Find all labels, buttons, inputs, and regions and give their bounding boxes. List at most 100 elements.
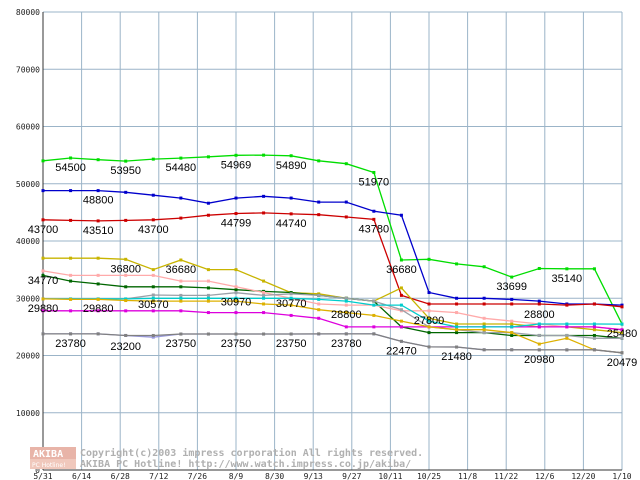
data-point <box>317 297 321 301</box>
y-tick-label: 60000 <box>16 123 40 132</box>
y-tick-label: 20000 <box>16 352 40 361</box>
data-point <box>317 213 321 217</box>
data-point <box>69 332 73 336</box>
data-point <box>565 267 569 271</box>
series-12 <box>41 332 624 355</box>
x-tick-label: 6/28 <box>111 472 130 480</box>
data-label: 23750 <box>166 338 197 350</box>
data-point <box>372 325 376 329</box>
data-point <box>317 293 321 297</box>
copyright-line: Copyright(c)2003 impress corporation All… <box>80 447 423 459</box>
data-point <box>565 348 569 352</box>
url-line: AKIBA PC Hotline! http://www.watch.impre… <box>80 458 411 470</box>
data-point <box>317 159 321 163</box>
data-point <box>124 159 128 163</box>
data-point <box>69 279 73 283</box>
data-point <box>510 333 514 337</box>
data-point <box>482 348 486 352</box>
series-line <box>42 154 623 325</box>
x-tick-label: 9/27 <box>342 472 361 480</box>
data-point <box>234 288 238 292</box>
data-point <box>592 267 596 271</box>
series-lines <box>41 153 624 355</box>
data-point <box>344 200 348 204</box>
data-point <box>124 218 128 222</box>
series-10 <box>41 297 624 355</box>
data-point <box>69 156 73 160</box>
series-line <box>43 297 623 328</box>
data-point <box>399 303 403 307</box>
data-point <box>399 325 403 329</box>
data-point <box>317 292 321 296</box>
data-point <box>482 322 486 326</box>
series-line <box>42 274 623 339</box>
data-point <box>427 309 431 313</box>
data-point <box>372 332 376 336</box>
data-point <box>96 256 100 260</box>
data-point <box>234 296 238 300</box>
data-label: 43700 <box>138 224 169 236</box>
data-point <box>206 293 210 297</box>
data-point <box>620 322 624 326</box>
data-point <box>565 333 569 337</box>
data-point <box>482 325 486 329</box>
data-point <box>344 299 348 303</box>
data-label: 23200 <box>110 341 141 353</box>
data-point <box>372 303 376 307</box>
data-point <box>124 299 128 303</box>
data-point <box>455 311 459 315</box>
data-point <box>344 162 348 166</box>
data-label: 34770 <box>28 275 59 287</box>
data-point <box>206 155 210 159</box>
data-label: 43510 <box>83 225 114 237</box>
logo-box-bottom <box>30 459 76 469</box>
data-point <box>96 189 100 193</box>
data-point <box>455 331 459 335</box>
data-point <box>151 273 155 277</box>
data-point <box>96 219 100 223</box>
data-point <box>96 297 100 301</box>
data-point <box>372 299 376 303</box>
data-point <box>124 297 128 301</box>
data-point <box>372 170 376 174</box>
data-point <box>592 333 596 337</box>
data-point <box>510 297 514 301</box>
data-point <box>537 302 541 306</box>
data-point <box>455 322 459 326</box>
data-point <box>537 348 541 352</box>
data-label: 25480 <box>607 328 638 340</box>
data-point <box>179 285 183 289</box>
data-point <box>151 268 155 272</box>
data-point <box>427 257 431 261</box>
data-label: 36800 <box>110 263 141 275</box>
series-3 <box>41 211 624 309</box>
data-label: 43780 <box>359 223 390 235</box>
x-tick-label: 7/26 <box>188 472 207 480</box>
data-label: 20980 <box>524 354 555 366</box>
y-tick-label: 70000 <box>16 65 40 74</box>
data-point <box>151 299 155 303</box>
data-point <box>399 286 403 290</box>
data-point <box>482 296 486 300</box>
data-point <box>344 325 348 329</box>
data-point <box>179 279 183 283</box>
data-point <box>179 258 183 262</box>
data-point <box>206 299 210 303</box>
data-point <box>124 333 128 337</box>
data-label: 43700 <box>28 224 59 236</box>
data-point <box>124 285 128 289</box>
series-1 <box>41 153 624 326</box>
data-point <box>206 213 210 217</box>
data-point <box>262 279 266 283</box>
data-point <box>151 296 155 300</box>
data-point <box>565 303 569 307</box>
data-point <box>289 212 293 216</box>
series-line <box>43 292 622 339</box>
data-point <box>317 302 321 306</box>
data-point <box>344 296 348 300</box>
data-point <box>69 297 73 301</box>
data-point <box>179 332 183 336</box>
data-label: 33699 <box>496 281 527 293</box>
data-point <box>317 332 321 336</box>
data-point <box>620 303 624 307</box>
